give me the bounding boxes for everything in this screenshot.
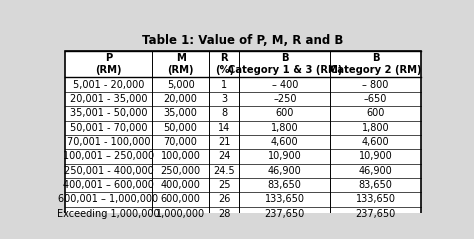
Text: 5,000: 5,000 bbox=[167, 80, 194, 90]
Text: 8: 8 bbox=[221, 108, 227, 118]
Text: 1,000,000: 1,000,000 bbox=[156, 209, 205, 219]
Text: P
(RM): P (RM) bbox=[95, 53, 122, 75]
Text: –250: –250 bbox=[273, 94, 297, 104]
Text: 4,600: 4,600 bbox=[362, 137, 390, 147]
Text: 237,650: 237,650 bbox=[264, 209, 305, 219]
Text: 14: 14 bbox=[218, 123, 230, 133]
Text: 35,001 - 50,000: 35,001 - 50,000 bbox=[70, 108, 147, 118]
Text: 600: 600 bbox=[275, 108, 294, 118]
Text: R
(%): R (%) bbox=[215, 53, 234, 75]
Text: 100,000: 100,000 bbox=[161, 151, 201, 161]
Text: 100,001 – 250,000: 100,001 – 250,000 bbox=[63, 151, 154, 161]
Text: 600,001 – 1,000,000: 600,001 – 1,000,000 bbox=[58, 195, 158, 204]
Text: 1,800: 1,800 bbox=[362, 123, 390, 133]
Text: 600: 600 bbox=[366, 108, 385, 118]
Text: 46,900: 46,900 bbox=[359, 166, 392, 176]
Text: – 800: – 800 bbox=[363, 80, 389, 90]
Text: 133,650: 133,650 bbox=[265, 195, 305, 204]
Text: – 400: – 400 bbox=[272, 80, 298, 90]
Text: 83,650: 83,650 bbox=[268, 180, 302, 190]
Text: 35,000: 35,000 bbox=[164, 108, 198, 118]
Text: 237,650: 237,650 bbox=[356, 209, 396, 219]
Text: 400,000: 400,000 bbox=[161, 180, 201, 190]
Text: 26: 26 bbox=[218, 195, 230, 204]
Text: 28: 28 bbox=[218, 209, 230, 219]
Text: 20,000: 20,000 bbox=[164, 94, 198, 104]
Text: 133,650: 133,650 bbox=[356, 195, 396, 204]
Text: Table 1: Value of P, M, R and B: Table 1: Value of P, M, R and B bbox=[142, 34, 344, 47]
Text: 3: 3 bbox=[221, 94, 227, 104]
Text: B
Category 2 (RM): B Category 2 (RM) bbox=[330, 53, 421, 75]
Text: 24: 24 bbox=[218, 151, 230, 161]
Text: 83,650: 83,650 bbox=[359, 180, 392, 190]
Text: 600,000: 600,000 bbox=[161, 195, 201, 204]
Text: 1: 1 bbox=[221, 80, 227, 90]
Text: 24.5: 24.5 bbox=[213, 166, 235, 176]
Text: 1,800: 1,800 bbox=[271, 123, 299, 133]
Text: M
(RM): M (RM) bbox=[167, 53, 194, 75]
Text: B
Category 1 & 3 (RM): B Category 1 & 3 (RM) bbox=[228, 53, 342, 75]
Text: 70,001 - 100,000: 70,001 - 100,000 bbox=[67, 137, 150, 147]
Text: 20,001 - 35,000: 20,001 - 35,000 bbox=[70, 94, 147, 104]
Text: 5,001 - 20,000: 5,001 - 20,000 bbox=[73, 80, 144, 90]
Text: Exceeding 1,000,000: Exceeding 1,000,000 bbox=[57, 209, 160, 219]
Text: 250,001 - 400,000: 250,001 - 400,000 bbox=[64, 166, 153, 176]
Text: –650: –650 bbox=[364, 94, 387, 104]
Text: 70,000: 70,000 bbox=[164, 137, 198, 147]
Text: 10,900: 10,900 bbox=[268, 151, 301, 161]
Text: 400,001 – 600,000: 400,001 – 600,000 bbox=[63, 180, 154, 190]
Text: 250,000: 250,000 bbox=[161, 166, 201, 176]
Text: 4,600: 4,600 bbox=[271, 137, 299, 147]
Text: 21: 21 bbox=[218, 137, 230, 147]
Text: 50,000: 50,000 bbox=[164, 123, 198, 133]
Text: 50,001 - 70,000: 50,001 - 70,000 bbox=[70, 123, 147, 133]
Text: 25: 25 bbox=[218, 180, 230, 190]
Text: 10,900: 10,900 bbox=[359, 151, 392, 161]
Text: 46,900: 46,900 bbox=[268, 166, 301, 176]
